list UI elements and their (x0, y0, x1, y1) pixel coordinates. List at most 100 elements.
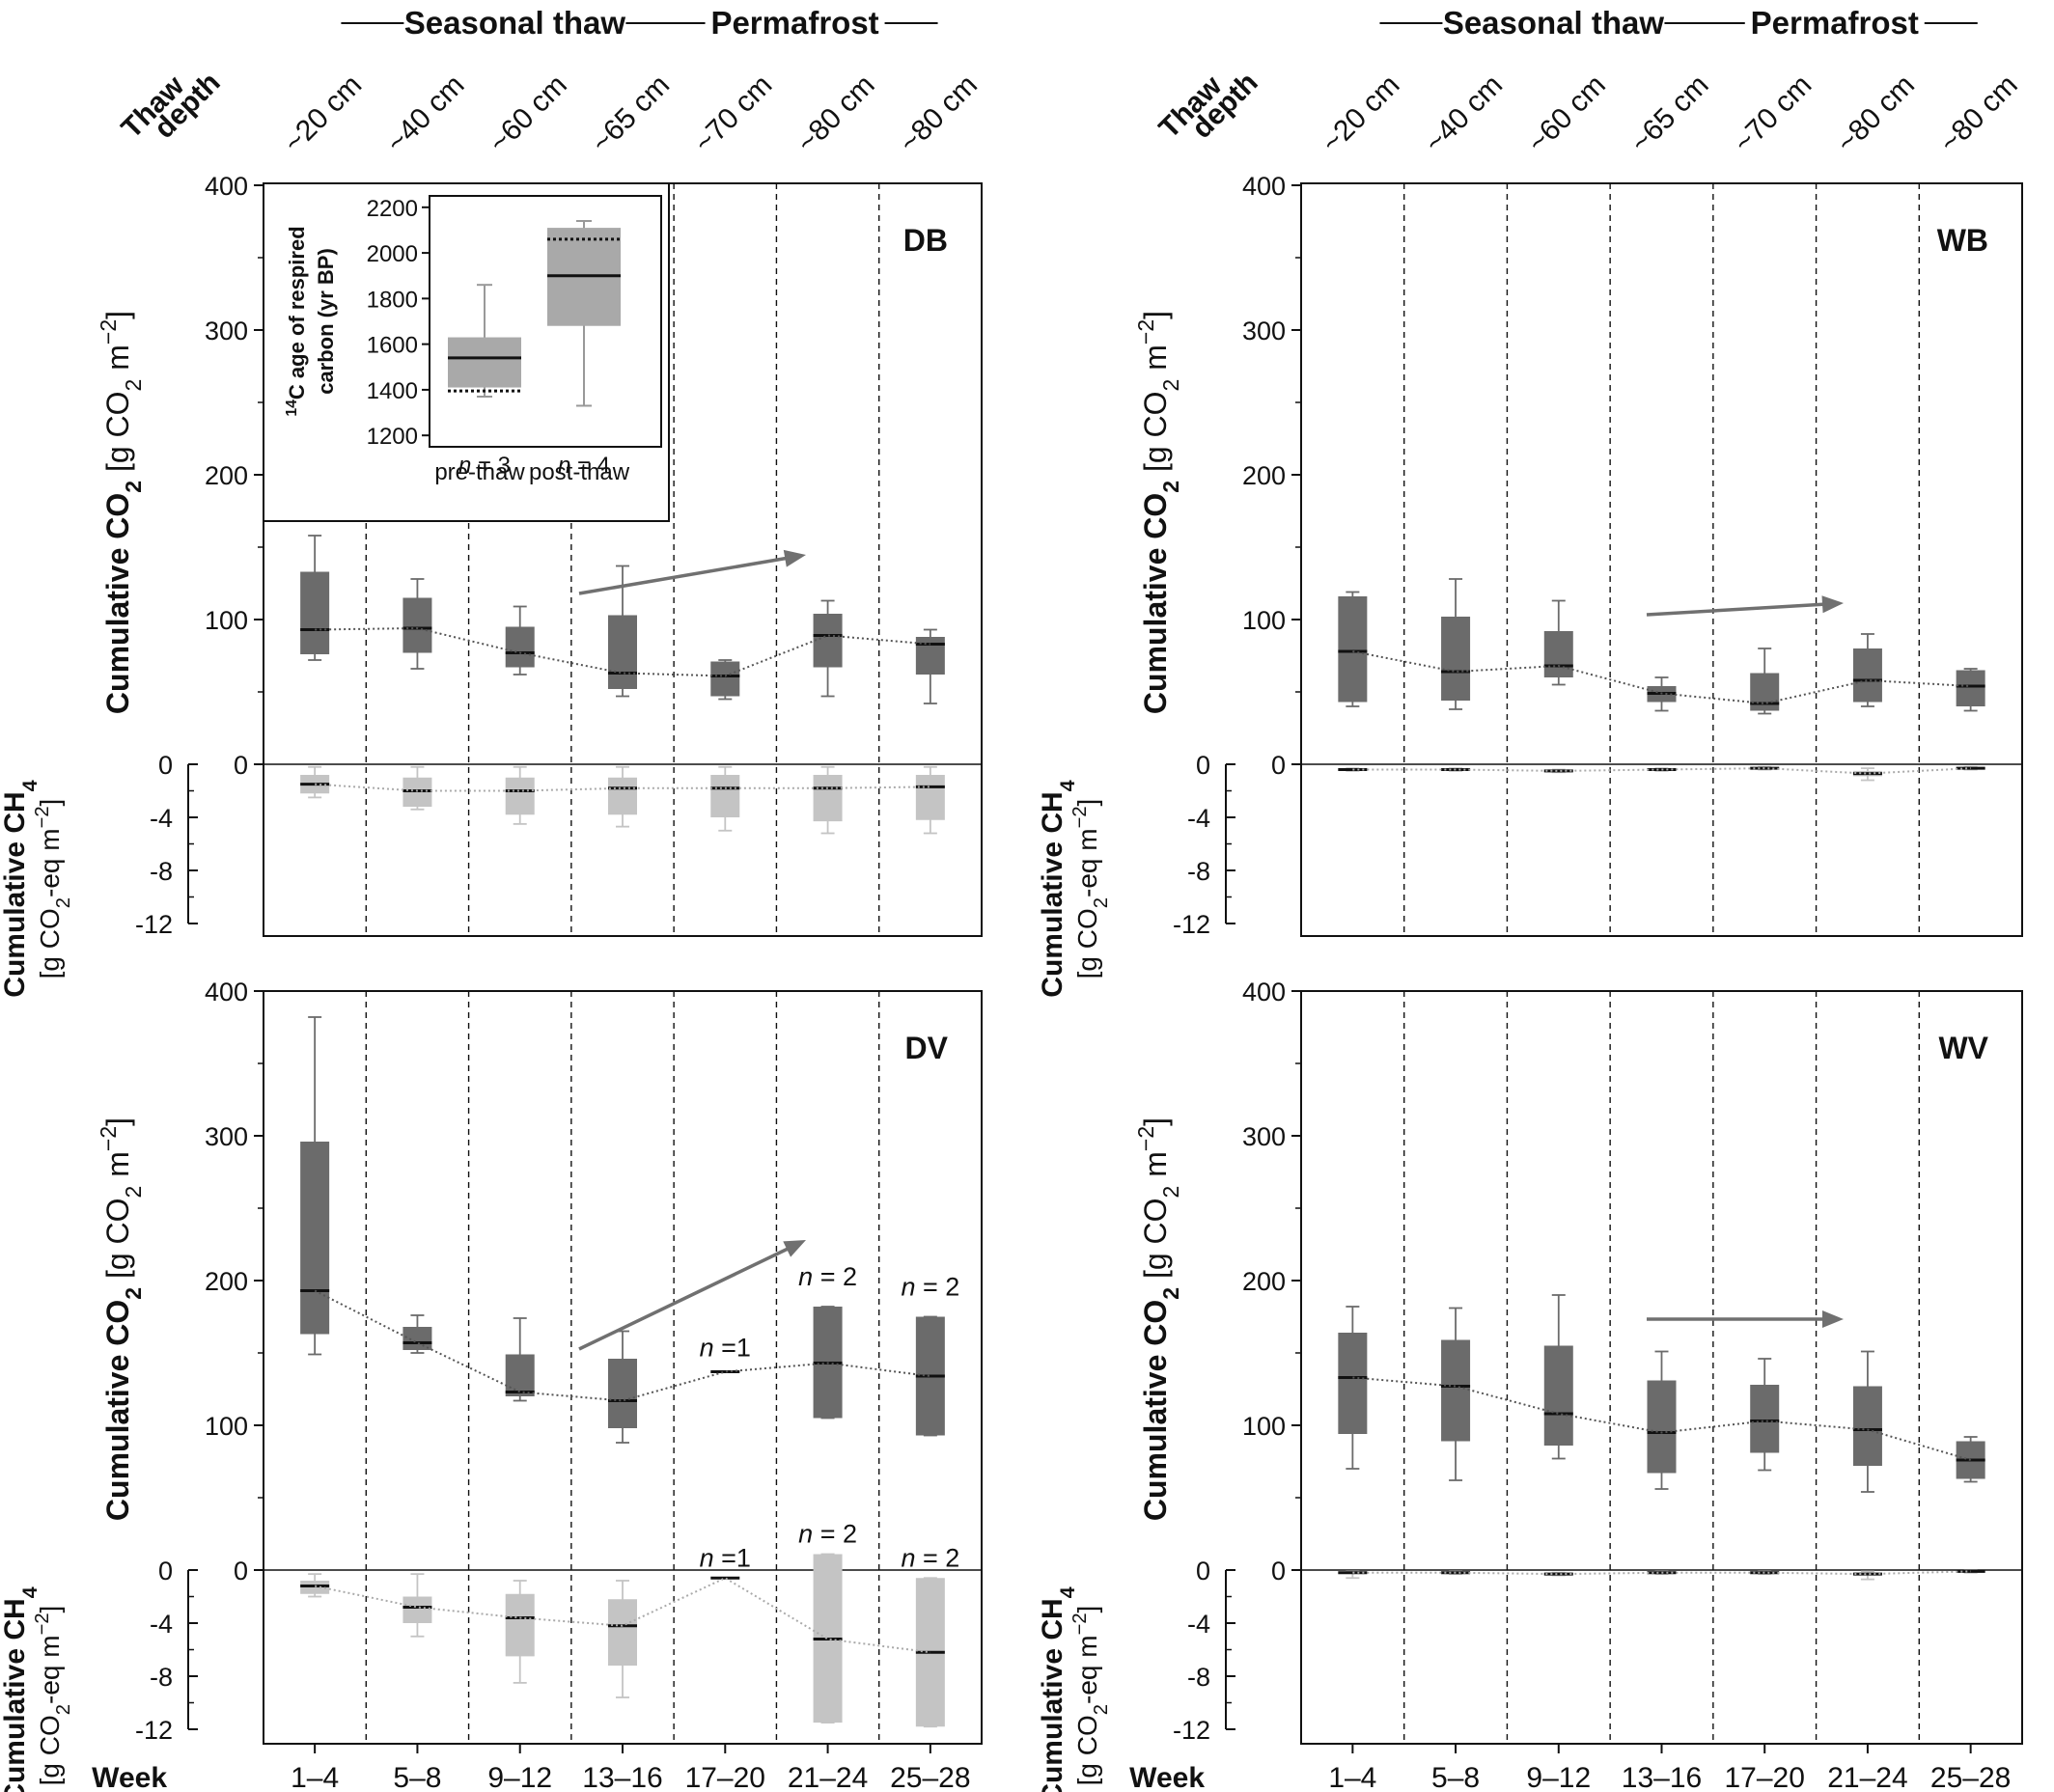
co2-tick-label: 400 (205, 172, 248, 201)
co2-box (300, 571, 330, 654)
ch4-median-trend (315, 783, 930, 792)
week-tick-label: 17–20 (1724, 1762, 1804, 1792)
thaw-depth-label: ~80 cm (1933, 69, 2023, 158)
co2-tick-label: 400 (1242, 978, 1286, 1006)
ch4-axis-unit-part-0: [g CO (1072, 1715, 1102, 1785)
n-value: =1 (714, 1543, 751, 1572)
co2-box (1543, 631, 1573, 677)
ch4-tick-label: -8 (1187, 857, 1210, 886)
co2-axis-title-part-6: ] (100, 1117, 135, 1126)
co2-box (1441, 617, 1471, 701)
co2-box (608, 1359, 637, 1428)
co2-axis-title-part-6: ] (1138, 1117, 1173, 1126)
co2-tick-label: 0 (234, 1557, 248, 1585)
thaw-depth-label: ~80 cm (1831, 69, 1921, 158)
sample-size-label: n = 2 (901, 1543, 959, 1572)
co2-axis-title: Cumulative CO2 [g CO2 m−2] (96, 1117, 146, 1521)
co2-axis-title-part-4: m (100, 345, 135, 379)
co2-box (1543, 1345, 1573, 1446)
seasonal-thaw-label: Seasonal thaw (404, 5, 626, 41)
ch4-tick-label: 0 (1196, 751, 1210, 780)
week-tick-label: 5–8 (1431, 1762, 1480, 1792)
ch4-axis-title: Cumulative CH4 (1037, 780, 1079, 997)
co2-axis-title-part-0: Cumulative CO (100, 493, 135, 714)
co2-axis-title-part-6: ] (100, 311, 135, 319)
seasonal-thaw-label: Seasonal thaw (1443, 5, 1665, 41)
ch4-axis-unit-part-2: -eq m (35, 828, 65, 897)
week-tick-label: 9–12 (487, 1762, 552, 1792)
co2-axis-title-part-5: −2 (1133, 1126, 1158, 1151)
co2-tick-label: 0 (234, 751, 248, 780)
n-value: = 3 (471, 453, 511, 479)
co2-tick-label: 100 (205, 1412, 248, 1441)
co2-axis-title-part-2: [g CO (1138, 1198, 1173, 1286)
ch4-tick-label: 0 (1196, 1557, 1210, 1585)
ch4-axis-unit-part-0: [g CO (35, 908, 65, 979)
ch4-tick-label: -12 (1173, 910, 1210, 939)
ch4-box (915, 775, 945, 820)
week-tick-label: 9–12 (1526, 1762, 1591, 1792)
week-tick-label: 21–24 (788, 1762, 868, 1792)
ch4-box (710, 775, 740, 817)
ch4-tick-label: -4 (150, 1610, 173, 1639)
co2-box (1441, 1339, 1471, 1442)
ch4-axis-unit: [g CO2-eq m−2] (32, 799, 74, 979)
n-value: = 2 (813, 1262, 857, 1291)
co2-tick-label: 100 (1242, 606, 1286, 635)
co2-tick-label: 100 (205, 606, 248, 635)
co2-tick-label: 200 (1242, 461, 1286, 490)
ch4-axis-title-part-0: Cumulative CH (1037, 791, 1069, 997)
co2-axis-title-part-5: −2 (96, 1126, 121, 1151)
co2-axis-title-part-2: [g CO (1138, 391, 1173, 480)
ch4-box (505, 777, 535, 815)
n-symbol: n (901, 1543, 915, 1572)
ch4-axis-unit-part-3: −2 (32, 806, 53, 828)
co2-axis-title-part-4: m (1138, 1151, 1173, 1186)
ch4-axis-unit-part-1: 2 (1091, 1704, 1112, 1715)
ch4-tick-label: -12 (135, 910, 173, 939)
thaw-depth-label: ~70 cm (688, 69, 778, 158)
panel-label: DV (905, 1031, 949, 1065)
week-tick-label: 25–28 (890, 1762, 970, 1792)
co2-axis-title-part-4: m (100, 1151, 135, 1186)
ch4-axis-unit-part-1: 2 (53, 1704, 74, 1715)
co2-axis-title-part-3: 2 (121, 1186, 146, 1199)
co2-axis-title-part-4: m (1138, 345, 1173, 379)
ch4-axis-title-part-0: Cumulative CH (0, 791, 31, 997)
ch4-axis-unit-part-4: ] (1072, 1606, 1102, 1613)
co2-box (402, 597, 432, 653)
inset-tick-label: 1400 (367, 378, 418, 404)
co2-tick-label: 200 (1242, 1267, 1286, 1296)
thaw-depth-label: ~60 cm (483, 69, 572, 158)
trend-arrow-head (783, 1240, 806, 1257)
ch4-box (813, 775, 843, 822)
ch4-axis-unit: [g CO2-eq m−2] (1069, 799, 1112, 979)
thaw-depth-label: ~20 cm (278, 69, 368, 158)
thaw-depth-label: ~70 cm (1728, 69, 1818, 158)
panel-label: WB (1937, 223, 1988, 258)
inset-tick-label: 1200 (367, 424, 418, 450)
co2-tick-label: 0 (1271, 751, 1286, 780)
n-symbol: n (558, 453, 570, 479)
trend-arrow (1646, 602, 1830, 617)
trend-arrow (578, 555, 792, 595)
ch4-axis-unit-part-3: −2 (1069, 1613, 1091, 1635)
co2-axis-title-part-0: Cumulative CO (100, 1300, 135, 1521)
ch4-axis-unit-part-2: -eq m (1072, 1635, 1102, 1704)
n-symbol: n (700, 1543, 714, 1572)
co2-tick-label: 200 (205, 1267, 248, 1296)
week-tick-label: 21–24 (1827, 1762, 1907, 1792)
co2-tick-label: 300 (1242, 317, 1286, 345)
week-tick-label: 13–16 (582, 1762, 662, 1792)
co2-tick-label: 300 (1242, 1122, 1286, 1151)
thaw-depth-label: ~65 cm (586, 69, 676, 158)
sample-size-label: n =1 (700, 1334, 751, 1363)
ch4-axis-unit-part-3: −2 (1069, 806, 1091, 828)
ch4-tick-label: -4 (1187, 804, 1210, 833)
sample-size-label: n = 2 (798, 1262, 857, 1291)
week-tick-label: 25–28 (1930, 1762, 2011, 1792)
co2-box (1852, 1386, 1882, 1466)
n-symbol: n (901, 1273, 915, 1302)
